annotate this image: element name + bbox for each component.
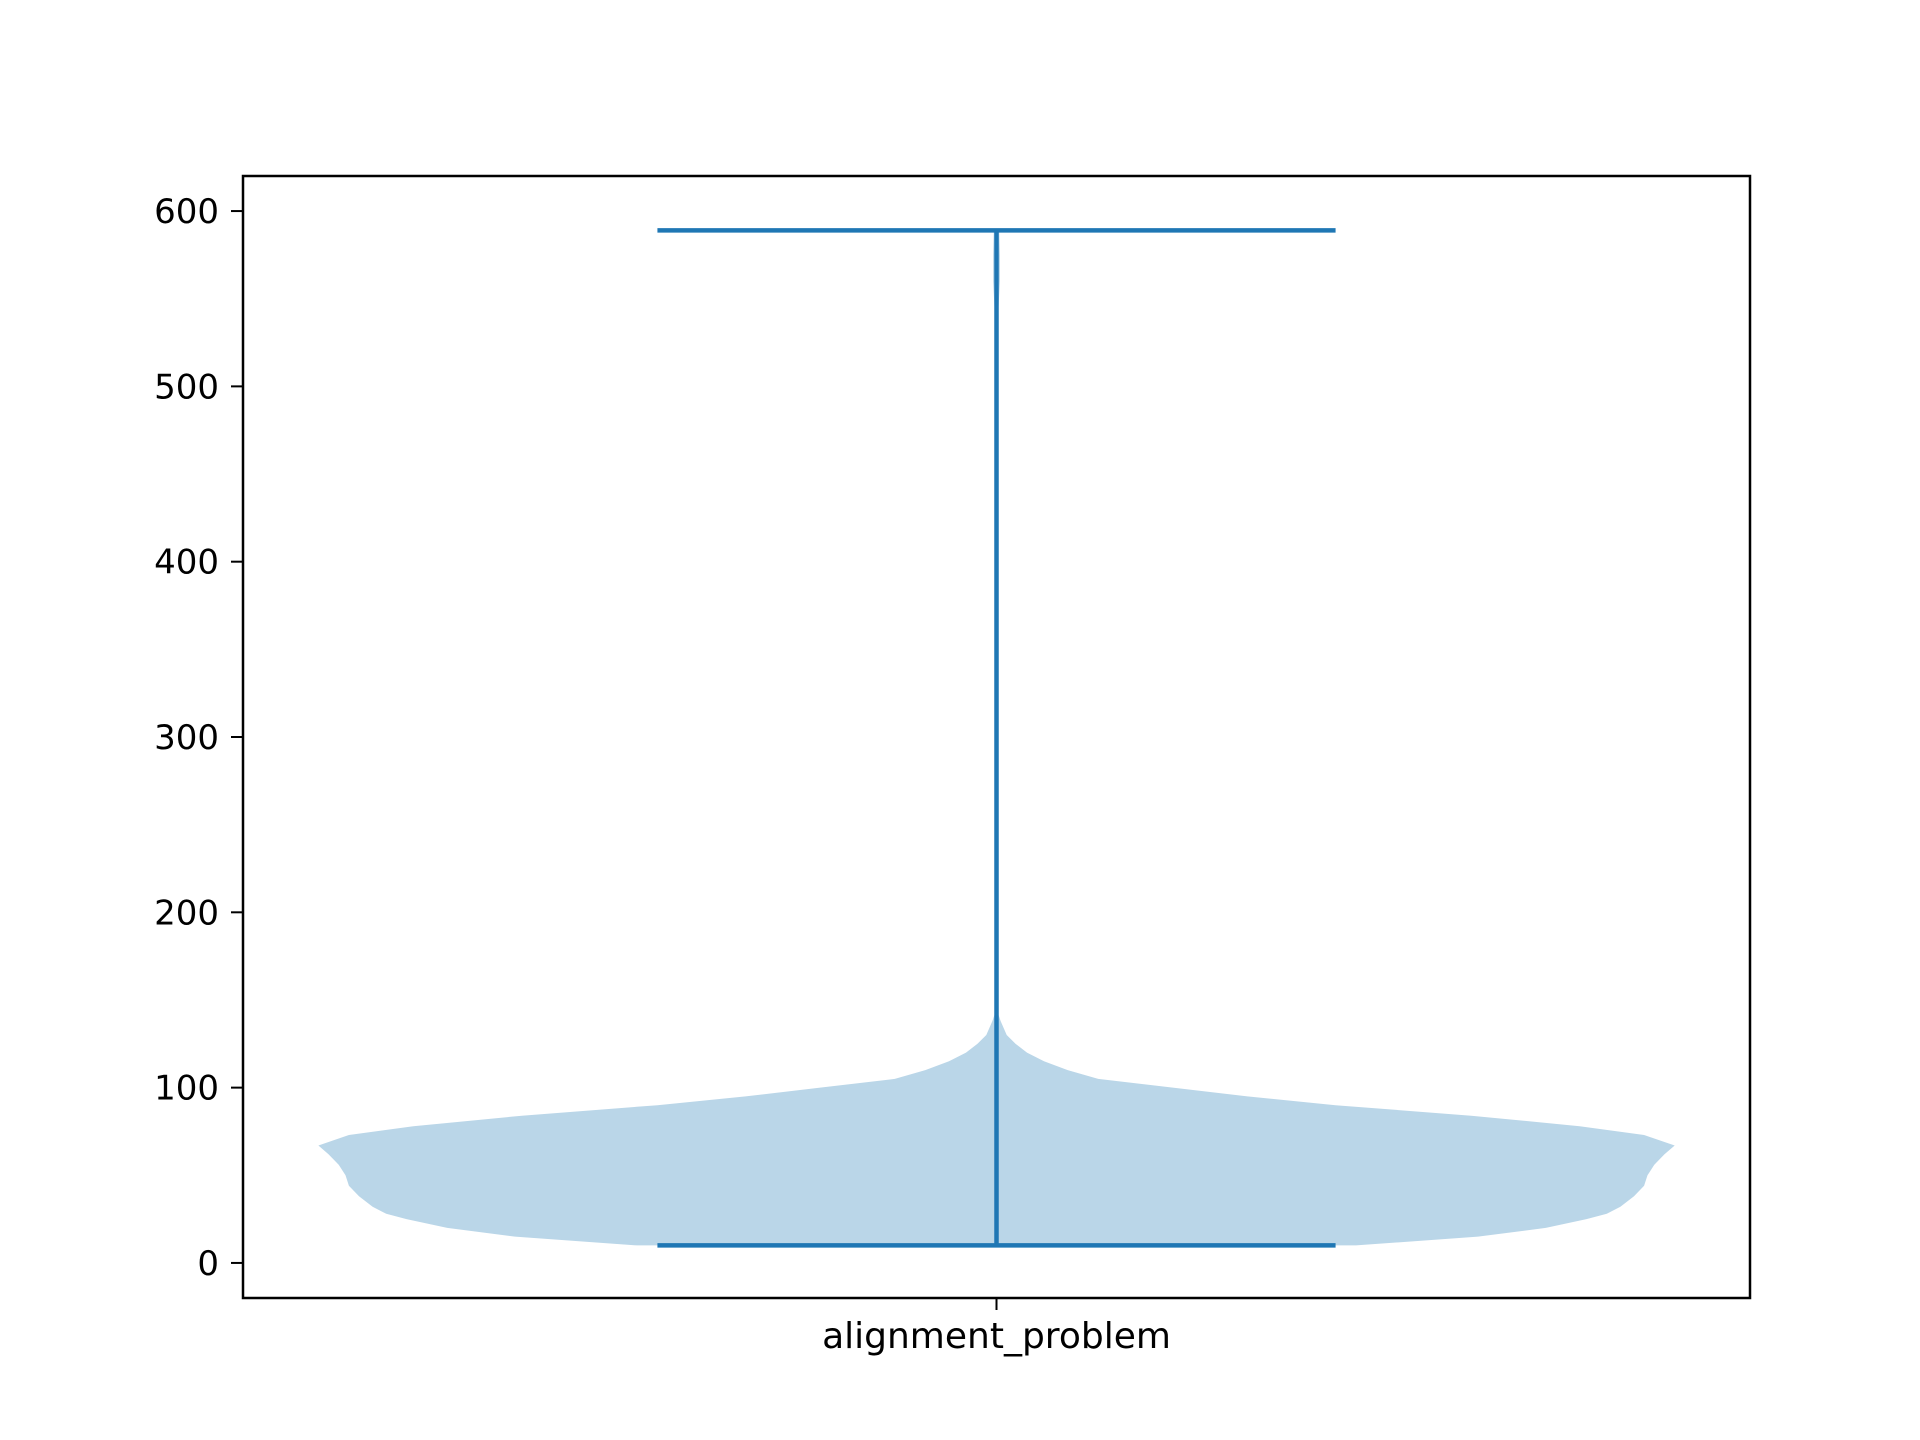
y-tick-label: 300: [154, 718, 219, 758]
x-tick-label: alignment_problem: [822, 1316, 1171, 1357]
y-tick-label: 100: [154, 1069, 219, 1109]
x-axis: alignment_problem: [822, 1298, 1171, 1357]
y-tick-label: 500: [154, 367, 219, 407]
y-tick-label: 0: [197, 1244, 219, 1284]
y-tick-label: 200: [154, 893, 219, 933]
y-tick-label: 400: [154, 543, 219, 583]
y-tick-label: 600: [154, 192, 219, 232]
violin-lines-layer: [657, 228, 1336, 1248]
y-axis: 0 100 200 300 400 500 600: [154, 192, 243, 1284]
